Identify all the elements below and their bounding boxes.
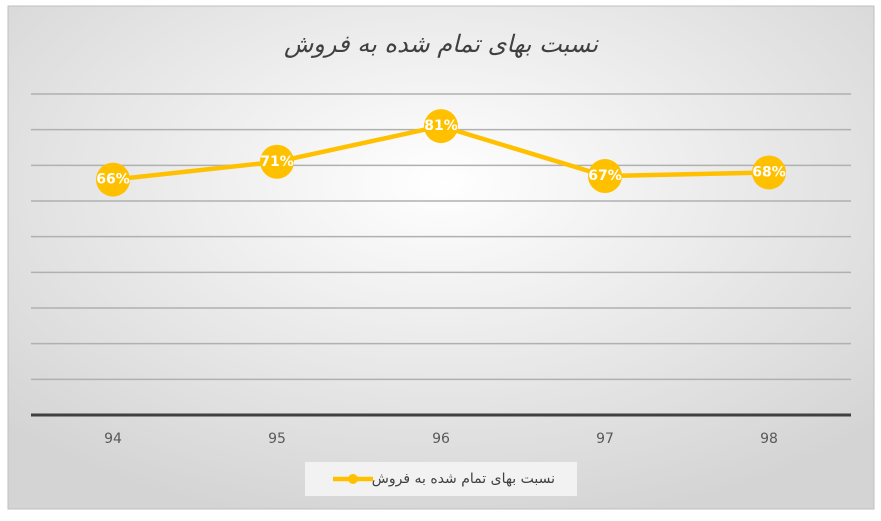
data-point	[96, 162, 130, 197]
x-tick-label: 95	[268, 431, 286, 447]
data-point	[424, 109, 458, 144]
legend-label: نسبت بهای تمام شده به فروش	[372, 471, 555, 487]
data-point	[588, 159, 622, 194]
x-tick-label: 97	[596, 431, 614, 447]
chart-title: نسبت بهای تمام شده به فروش	[284, 30, 599, 58]
x-tick-label: 94	[104, 431, 122, 447]
data-point	[260, 144, 294, 179]
x-tick-label: 98	[760, 431, 778, 447]
data-point	[752, 155, 786, 190]
legend-marker	[348, 474, 358, 484]
data-label: 68%	[752, 164, 786, 180]
data-label: 66%	[96, 172, 130, 188]
chart-background	[7, 5, 875, 510]
data-label: 71%	[260, 154, 294, 170]
data-label: 67%	[588, 168, 622, 184]
x-tick-label: 96	[432, 431, 450, 447]
data-label: 81%	[424, 118, 458, 134]
